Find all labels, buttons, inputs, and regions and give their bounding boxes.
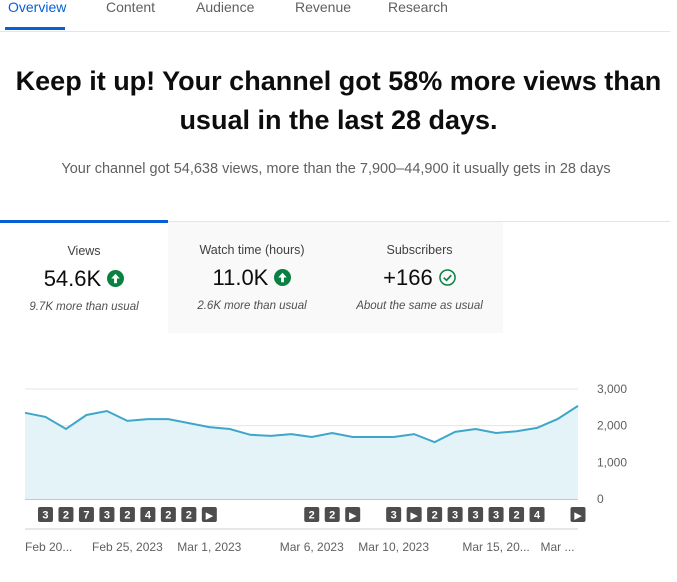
marker-label: 3 (473, 510, 479, 522)
marker-label: 3 (493, 510, 499, 522)
up-icon (107, 270, 125, 287)
metric-value: 54.6K (0, 266, 168, 292)
divider (0, 31, 670, 32)
marker (570, 507, 586, 522)
marker-label: ▶ (574, 511, 583, 521)
marker-label: 3 (391, 510, 397, 522)
marker (468, 507, 484, 522)
marker (386, 507, 402, 522)
marker-label: ▶ (348, 511, 357, 521)
marker-label: 2 (432, 510, 438, 522)
y-tick-label: 3,000 (597, 382, 627, 396)
marker (427, 507, 443, 522)
marker-label: ▶ (205, 511, 214, 521)
metric-label: Watch time (hours) (199, 243, 305, 257)
x-tick-label: Mar 10, 2023 (358, 540, 429, 554)
marker (99, 507, 115, 522)
marker (324, 507, 340, 522)
marker (201, 507, 217, 522)
metric-card[interactable]: Watch time (hours) 11.0K 2.6K more than … (168, 222, 336, 333)
marker (345, 507, 361, 522)
marker-label: 2 (165, 510, 171, 522)
y-tick-label: 0 (597, 492, 604, 506)
marker (488, 507, 504, 522)
subtitle: Your channel got 54,638 views, more than… (61, 161, 611, 177)
y-tick-label: 2,000 (597, 419, 627, 433)
marker (529, 507, 545, 522)
marker-label: 2 (124, 510, 130, 522)
metric-note: 9.7K more than usual (29, 301, 139, 313)
line (24, 405, 579, 444)
marker (58, 507, 74, 522)
marker (181, 507, 197, 522)
x-tick-label: Feb 20... (25, 540, 72, 554)
headline: Keep it up! Your channel got 58% more vi… (15, 66, 662, 96)
area (25, 405, 578, 499)
marker-label: ▶ (410, 511, 419, 521)
x-tick-label: Mar ... (541, 540, 575, 554)
metric-label: Views (67, 244, 101, 258)
tab[interactable]: Revenue (295, 0, 352, 15)
x-tick-label: Mar 1, 2023 (177, 540, 241, 554)
metric-label: Subscribers (386, 243, 453, 257)
marker (140, 507, 156, 522)
x-tick-label: Mar 6, 2023 (280, 540, 344, 554)
value: +166 (383, 265, 433, 290)
x-tick-label: Feb 25, 2023 (92, 540, 163, 554)
marker (160, 507, 176, 522)
check-icon (439, 269, 456, 286)
metric-note: About the same as usual (356, 300, 483, 312)
marker-label: 7 (83, 510, 89, 522)
marker (78, 507, 94, 522)
marker-label: 4 (145, 510, 152, 522)
marker-label: 2 (513, 510, 519, 522)
marker (406, 507, 422, 522)
marker (119, 507, 135, 522)
marker (447, 507, 463, 522)
marker-label: 2 (63, 510, 69, 522)
tab[interactable]: Content (106, 0, 156, 15)
marker-label: 2 (186, 510, 192, 522)
headline: usual in the last 28 days. (179, 105, 498, 135)
y-tick-label: 1,000 (597, 455, 627, 469)
marker (304, 507, 320, 522)
metric-value: 11.0K (168, 265, 336, 291)
marker (509, 507, 525, 522)
metric-card[interactable]: Subscribers +166 About the same as usual (336, 222, 503, 333)
tab[interactable]: Research (388, 0, 448, 15)
up-icon (274, 269, 292, 286)
marker-label: 3 (42, 510, 48, 522)
marker-label: 2 (309, 510, 315, 522)
divider (0, 221, 670, 222)
value: 11.0K (212, 265, 269, 290)
marker-label: 4 (534, 510, 541, 522)
metric-value: +166 (336, 265, 503, 291)
tab[interactable]: Audience (196, 0, 255, 15)
tab-indicator (5, 27, 65, 30)
metric-card[interactable]: Views 54.6K 9.7K more than usual (0, 220, 168, 334)
value: 54.6K (43, 266, 102, 291)
tab[interactable]: Overview (8, 0, 67, 15)
marker (37, 507, 53, 522)
marker-label: 3 (104, 510, 110, 522)
x-tick-label: Mar 15, 20... (462, 540, 529, 554)
marker-label: 3 (452, 510, 458, 522)
metric-note: 2.6K more than usual (197, 300, 307, 312)
marker-label: 2 (329, 510, 335, 522)
